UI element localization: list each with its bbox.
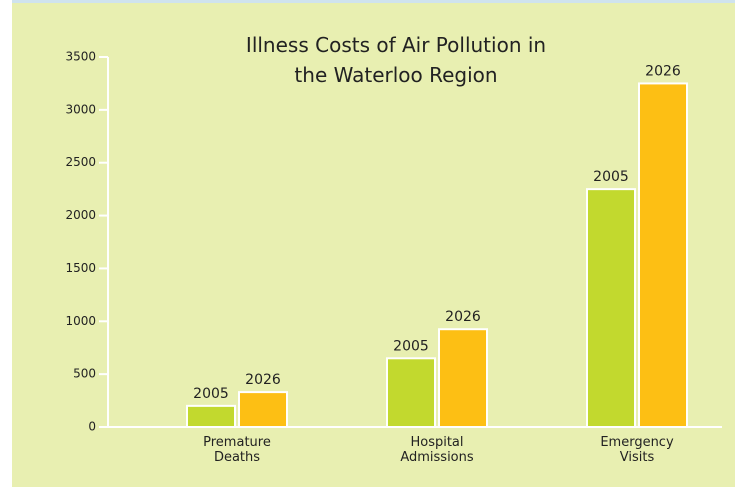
y-tick-label: 2000 (65, 208, 96, 222)
y-tick-label: 3500 (65, 50, 96, 64)
x-tick-label: Emergency Visits (600, 435, 674, 465)
x-tick-label: Premature Deaths (203, 435, 271, 465)
bar-label: 2005 (593, 169, 629, 185)
y-tick-label: 500 (73, 367, 96, 381)
y-tick-label: 1500 (65, 261, 96, 275)
y-tick-label: 0 (88, 420, 96, 434)
bar (186, 404, 236, 429)
bar (386, 357, 436, 428)
y-tick-label: 3000 (65, 102, 96, 116)
bar-label: 2005 (193, 386, 229, 402)
bar (638, 82, 688, 429)
top-border (12, 0, 735, 3)
bar (238, 391, 288, 429)
bar-label: 2026 (445, 309, 481, 325)
y-tick-label: 2500 (65, 155, 96, 169)
bar-label: 2005 (393, 338, 429, 354)
bar-label: 2026 (245, 372, 281, 388)
y-tick-label: 1000 (65, 314, 96, 328)
x-tick-label: Hospital Admissions (400, 435, 474, 465)
chart-title: Illness Costs of Air Pollution in the Wa… (245, 33, 547, 87)
bar (586, 188, 636, 428)
bar (438, 328, 488, 429)
bar-label: 2026 (645, 63, 681, 79)
